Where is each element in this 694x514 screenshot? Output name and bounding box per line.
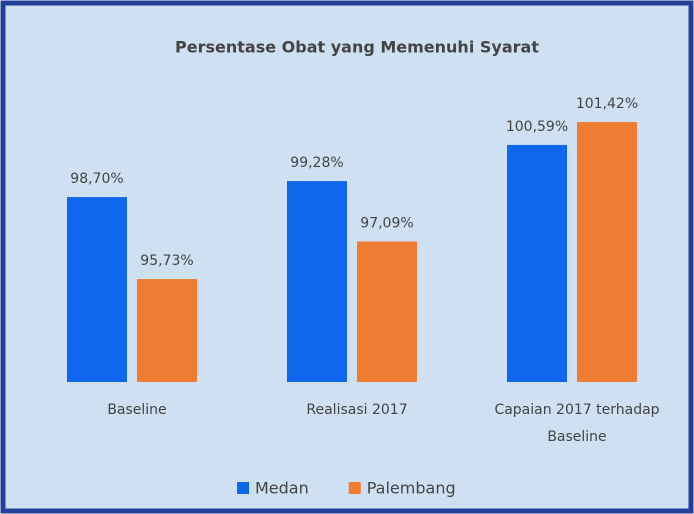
bar	[67, 197, 127, 382]
value-label: 98,70%	[70, 171, 123, 187]
legend-swatch	[348, 482, 361, 494]
bar	[357, 241, 417, 382]
bar	[507, 144, 567, 382]
legend-label: Palembang	[367, 479, 456, 498]
x-tick-label: Baseline	[107, 402, 167, 418]
value-label: 97,09%	[360, 216, 413, 232]
chart-title: Persentase Obat yang Memenuhi Syarat	[175, 38, 539, 57]
bar	[137, 279, 197, 382]
value-label: 100,59%	[506, 119, 568, 135]
value-label: 99,28%	[290, 155, 343, 171]
legend-swatch	[237, 482, 249, 494]
bar	[287, 181, 347, 382]
x-tick-label: Capaian 2017 terhadap Baseline	[494, 402, 660, 445]
legend-label: Medan	[255, 479, 309, 498]
value-label: 101,42%	[576, 96, 638, 112]
x-tick-label: Realisasi 2017	[306, 402, 408, 418]
bar	[577, 122, 637, 383]
value-label: 95,73%	[140, 253, 193, 269]
